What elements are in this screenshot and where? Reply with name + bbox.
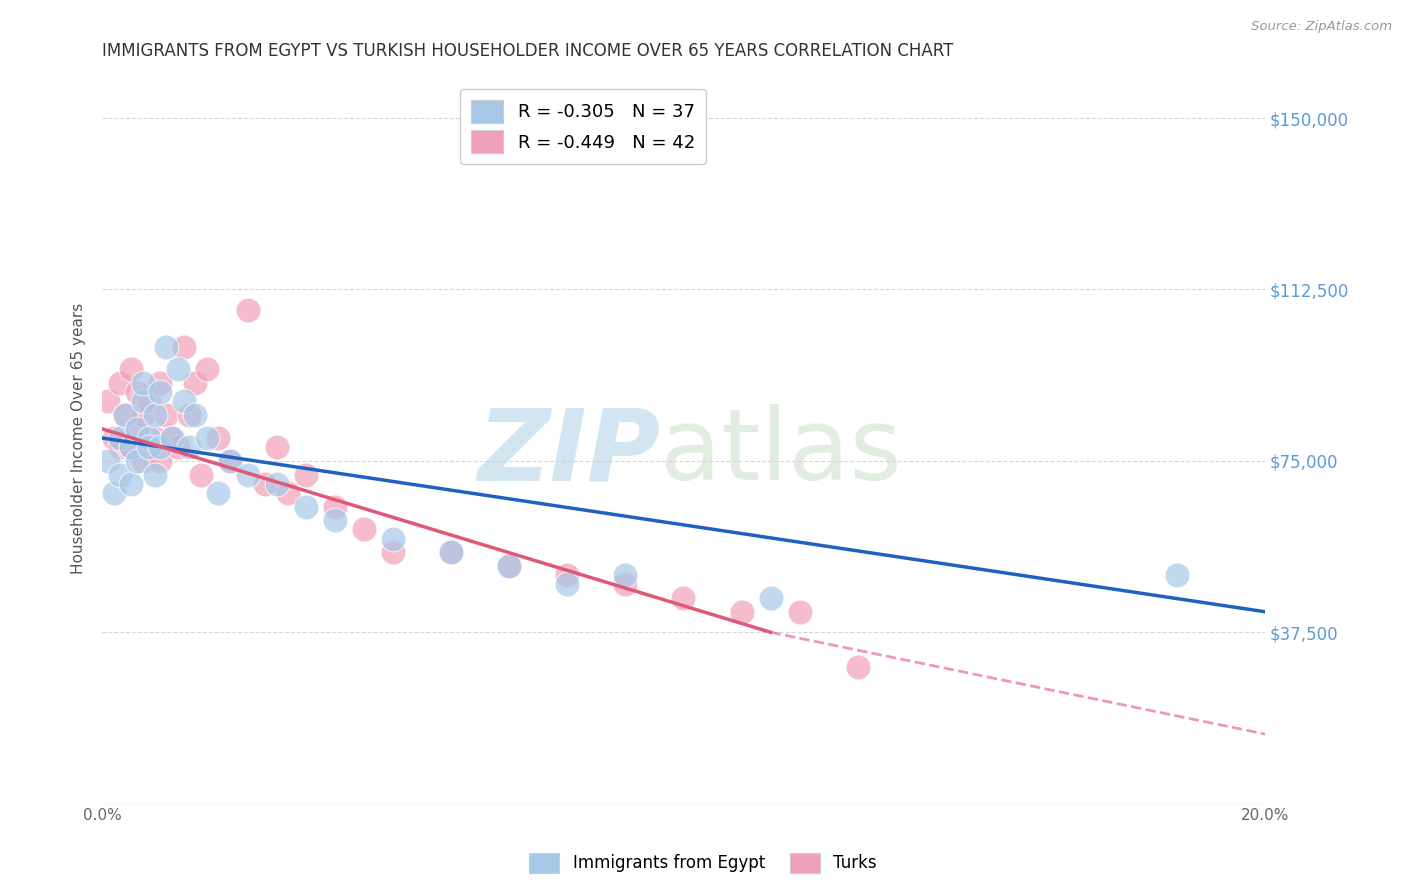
- Legend: R = -0.305   N = 37, R = -0.449   N = 42: R = -0.305 N = 37, R = -0.449 N = 42: [460, 89, 706, 164]
- Point: [184, 376, 207, 391]
- Point: [294, 467, 316, 482]
- Point: [277, 486, 299, 500]
- Point: [155, 408, 177, 422]
- Point: [138, 440, 160, 454]
- Text: Source: ZipAtlas.com: Source: ZipAtlas.com: [1251, 20, 1392, 33]
- Point: [149, 454, 172, 468]
- Point: [184, 408, 207, 422]
- Point: [498, 559, 520, 574]
- Point: [143, 467, 166, 482]
- Point: [103, 431, 125, 445]
- Point: [173, 340, 195, 354]
- Point: [155, 340, 177, 354]
- Point: [323, 500, 346, 514]
- Point: [219, 454, 242, 468]
- Point: [614, 568, 637, 582]
- Point: [132, 376, 155, 391]
- Point: [730, 605, 752, 619]
- Point: [614, 577, 637, 591]
- Point: [108, 440, 131, 454]
- Point: [179, 440, 201, 454]
- Point: [381, 545, 404, 559]
- Point: [125, 422, 148, 436]
- Point: [236, 303, 259, 318]
- Point: [253, 476, 276, 491]
- Point: [294, 500, 316, 514]
- Point: [143, 431, 166, 445]
- Point: [1166, 568, 1188, 582]
- Point: [132, 394, 155, 409]
- Point: [207, 431, 229, 445]
- Y-axis label: Householder Income Over 65 years: Householder Income Over 65 years: [72, 302, 86, 574]
- Point: [173, 394, 195, 409]
- Point: [555, 568, 578, 582]
- Point: [114, 408, 136, 422]
- Point: [266, 440, 288, 454]
- Point: [120, 362, 142, 376]
- Point: [143, 408, 166, 422]
- Point: [789, 605, 811, 619]
- Point: [132, 454, 155, 468]
- Point: [97, 454, 120, 468]
- Point: [138, 440, 160, 454]
- Point: [323, 513, 346, 527]
- Point: [179, 408, 201, 422]
- Point: [672, 591, 695, 605]
- Point: [120, 440, 142, 454]
- Point: [166, 362, 188, 376]
- Point: [266, 476, 288, 491]
- Point: [149, 440, 172, 454]
- Point: [555, 577, 578, 591]
- Point: [120, 476, 142, 491]
- Point: [138, 431, 160, 445]
- Point: [160, 431, 183, 445]
- Point: [108, 376, 131, 391]
- Point: [108, 431, 131, 445]
- Point: [759, 591, 782, 605]
- Point: [219, 454, 242, 468]
- Point: [846, 659, 869, 673]
- Legend: Immigrants from Egypt, Turks: Immigrants from Egypt, Turks: [523, 847, 883, 880]
- Point: [381, 532, 404, 546]
- Point: [97, 394, 120, 409]
- Point: [195, 362, 218, 376]
- Point: [190, 467, 212, 482]
- Point: [125, 454, 148, 468]
- Point: [108, 467, 131, 482]
- Point: [132, 408, 155, 422]
- Point: [236, 467, 259, 482]
- Point: [138, 394, 160, 409]
- Point: [149, 376, 172, 391]
- Point: [207, 486, 229, 500]
- Point: [498, 559, 520, 574]
- Point: [166, 440, 188, 454]
- Point: [114, 408, 136, 422]
- Point: [160, 431, 183, 445]
- Point: [440, 545, 463, 559]
- Text: IMMIGRANTS FROM EGYPT VS TURKISH HOUSEHOLDER INCOME OVER 65 YEARS CORRELATION CH: IMMIGRANTS FROM EGYPT VS TURKISH HOUSEHO…: [103, 42, 953, 60]
- Point: [103, 486, 125, 500]
- Point: [125, 385, 148, 400]
- Text: ZIP: ZIP: [477, 404, 661, 501]
- Point: [149, 385, 172, 400]
- Point: [440, 545, 463, 559]
- Point: [353, 523, 375, 537]
- Point: [195, 431, 218, 445]
- Point: [125, 422, 148, 436]
- Text: atlas: atlas: [661, 404, 901, 501]
- Point: [120, 440, 142, 454]
